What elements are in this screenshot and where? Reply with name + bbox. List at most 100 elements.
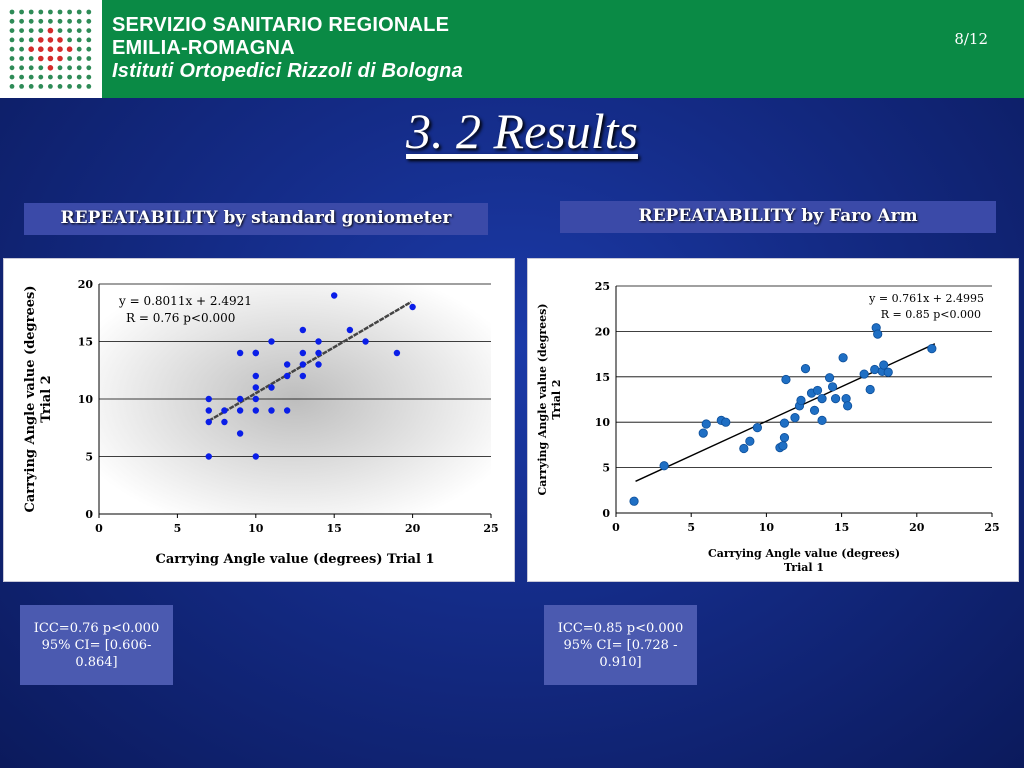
logo-dot [57, 46, 63, 52]
slide-title: 3. 2 Results [406, 103, 638, 159]
logo-dot [19, 74, 24, 80]
logo-dot [57, 9, 63, 15]
y-axis-label: Trial 2 [550, 379, 563, 419]
logo-dot [38, 84, 44, 89]
data-point [221, 407, 228, 414]
y-tick-label: 5 [602, 462, 610, 475]
data-point [299, 372, 307, 380]
data-point [824, 373, 835, 383]
correlation-text: R = 0.76 p<0.000 [126, 311, 235, 325]
data-point [252, 395, 259, 403]
header-line-1: SERVIZIO SANITARIO REGIONALE [112, 14, 450, 36]
data-point [393, 349, 401, 357]
data-point [812, 385, 823, 396]
logo-dot [28, 56, 34, 61]
page-number: 8/12 [954, 30, 988, 48]
logo-dot [19, 28, 24, 33]
data-point [236, 349, 244, 357]
y-axis-label: Trial 2 [39, 375, 54, 422]
logo-dot [9, 65, 15, 71]
logo-dot [48, 84, 53, 89]
data-point [268, 407, 275, 414]
logo-dot [48, 74, 53, 80]
logo-dot [19, 46, 24, 52]
data-point [781, 374, 791, 385]
logo-dot [19, 9, 24, 15]
logo-dot [76, 46, 82, 52]
logo-dot [19, 37, 24, 43]
logo-dot [57, 65, 63, 71]
logo-dot [9, 84, 15, 89]
logo-dot [57, 55, 63, 62]
data-point [252, 372, 259, 380]
data-point [299, 349, 307, 357]
data-point [252, 453, 259, 460]
logo-dot [9, 9, 15, 15]
logo-dot [67, 74, 72, 80]
x-tick-label: 5 [687, 521, 695, 534]
data-point [827, 382, 838, 392]
logo-dot [76, 18, 82, 24]
data-point [409, 303, 416, 311]
logo-dot [57, 28, 63, 33]
data-point [268, 338, 275, 345]
logo-dot [19, 56, 24, 61]
logo-dot [19, 65, 24, 71]
logo-dot [86, 46, 92, 52]
logo-dot [38, 55, 44, 62]
data-point [283, 407, 291, 414]
logo-dot [28, 84, 34, 89]
data-point [236, 430, 244, 437]
data-point [873, 329, 883, 339]
y-tick-label: 20 [78, 278, 94, 291]
data-point [252, 349, 259, 357]
data-point [659, 461, 669, 471]
faro-arm-scatter-chart: 0 5 10 15 20 25 0 5 10 15 20 25 y = 0.761x + 2.4995 R… [536, 280, 1000, 574]
logo-dot [28, 9, 34, 15]
logo-dot [38, 9, 44, 15]
logo-dot [28, 37, 34, 43]
data-point [315, 349, 322, 357]
data-point [843, 401, 853, 411]
data-point [879, 360, 889, 370]
data-point [870, 364, 880, 375]
logo-dot [57, 37, 63, 43]
goniometer-scatter-chart: 0 5 10 15 20 0 5 10 15 20 25 y = 0.8011x + 2.4921 R … [23, 278, 499, 567]
data-point [796, 395, 806, 406]
logo-dot [28, 46, 34, 52]
x-tick-label: 20 [405, 522, 421, 535]
y-axis-label: Carrying Angle value (degrees) [536, 303, 549, 495]
logo-dot [67, 9, 72, 15]
regional-logo [0, 0, 102, 98]
logo-dot [47, 37, 54, 43]
logo-dot [76, 37, 82, 43]
data-point [252, 407, 259, 414]
data-point [778, 441, 788, 451]
logo-dot [86, 28, 92, 33]
logo-dot [38, 37, 44, 43]
data-point [315, 338, 322, 345]
logo-dot [19, 84, 24, 89]
right-section-heading: REPEATABILITY by Faro Arm [560, 201, 996, 233]
data-point [817, 393, 827, 404]
data-point [268, 384, 275, 391]
data-point [800, 364, 811, 374]
logo-dot [47, 46, 54, 52]
data-point [236, 407, 244, 414]
logo-dot [57, 84, 63, 89]
header-line-3: Istituti Ortopedici Rizzoli di Bologna [112, 60, 463, 82]
data-point [838, 353, 848, 363]
data-point [362, 338, 369, 345]
logo-dot [19, 18, 24, 24]
logo-dot [67, 28, 72, 33]
logo-dot [86, 18, 92, 24]
faro-arm-chart-panel: 0 5 10 15 20 25 0 5 10 15 20 25 y = 0.761x + 2.4995 R… [527, 258, 1019, 582]
data-point [252, 384, 259, 391]
data-point [629, 496, 639, 506]
logo-dot [47, 55, 54, 62]
logo-dot [67, 84, 72, 89]
goniometer-ci-text: 95% CI= [0.606- 0.864] [41, 637, 152, 670]
logo-dot [9, 28, 15, 33]
logo-dot [38, 74, 44, 80]
data-point [698, 428, 708, 438]
